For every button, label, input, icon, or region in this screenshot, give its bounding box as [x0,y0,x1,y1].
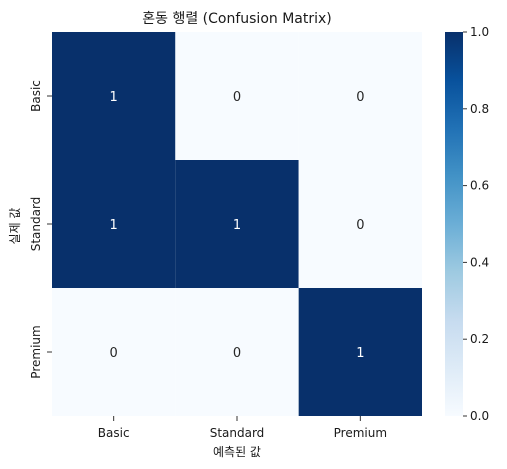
colorbar-tick-label: 0.6 [470,179,489,193]
colorbar-tick-label: 1.0 [470,25,489,39]
heatmap-cell-1-2 [298,160,422,288]
colorbar-tick-label: 0.4 [470,255,489,269]
heatmap-cell-label-0-1: 0 [233,90,241,105]
y-axis-ticks: Basic Standard Premium [29,80,52,379]
heatmap-cell-2-0 [52,288,176,416]
heatmap-cell-label-2-1: 0 [233,346,241,361]
y-axis-label: 실제 값 [8,208,22,245]
heatmap-cell-label-2-2: 1 [356,346,364,361]
heatmap-cell-0-0 [52,32,176,160]
colorbar [445,32,463,416]
y-tick-label: Premium [29,325,43,378]
heatmap-cell-2-2 [298,288,422,416]
heatmap-cell-1-1 [175,160,299,288]
heatmap-cell-0-2 [298,32,422,160]
heatmap-cell-label-1-0: 1 [110,218,118,233]
heatmap-cell-labels: 1 0 0 1 1 0 0 0 1 [110,90,365,361]
x-axis-ticks: Basic Standard Premium [98,416,387,440]
heatmap-cell-label-1-2: 0 [356,218,364,233]
heatmap-cell-2-1 [175,288,299,416]
x-tick-label: Standard [210,426,265,440]
y-tick-label: Standard [29,197,43,252]
colorbar-tick-label: 0.2 [470,332,489,346]
colorbar-tick-label: 0.8 [470,102,489,116]
colorbar-tick-label: 0.0 [470,409,489,423]
heatmap-cell-label-0-0: 1 [110,90,118,105]
heatmap-cell-label-1-1: 1 [233,218,241,233]
heatmap-cell-label-0-2: 0 [356,90,364,105]
chart-title: 혼동 행렬 (Confusion Matrix) [142,11,332,27]
heatmap-cells [52,32,422,416]
heatmap-cell-label-2-0: 0 [110,346,118,361]
colorbar-ticks: 0.0 0.2 0.4 0.6 0.8 1.0 [463,25,489,423]
x-tick-label: Basic [98,426,130,440]
x-tick-label: Premium [334,426,387,440]
heatmap-cell-1-0 [52,160,176,288]
heatmap-cell-0-1 [175,32,299,160]
x-axis-label: 예측된 값 [213,445,261,459]
y-tick-label: Basic [29,80,43,112]
